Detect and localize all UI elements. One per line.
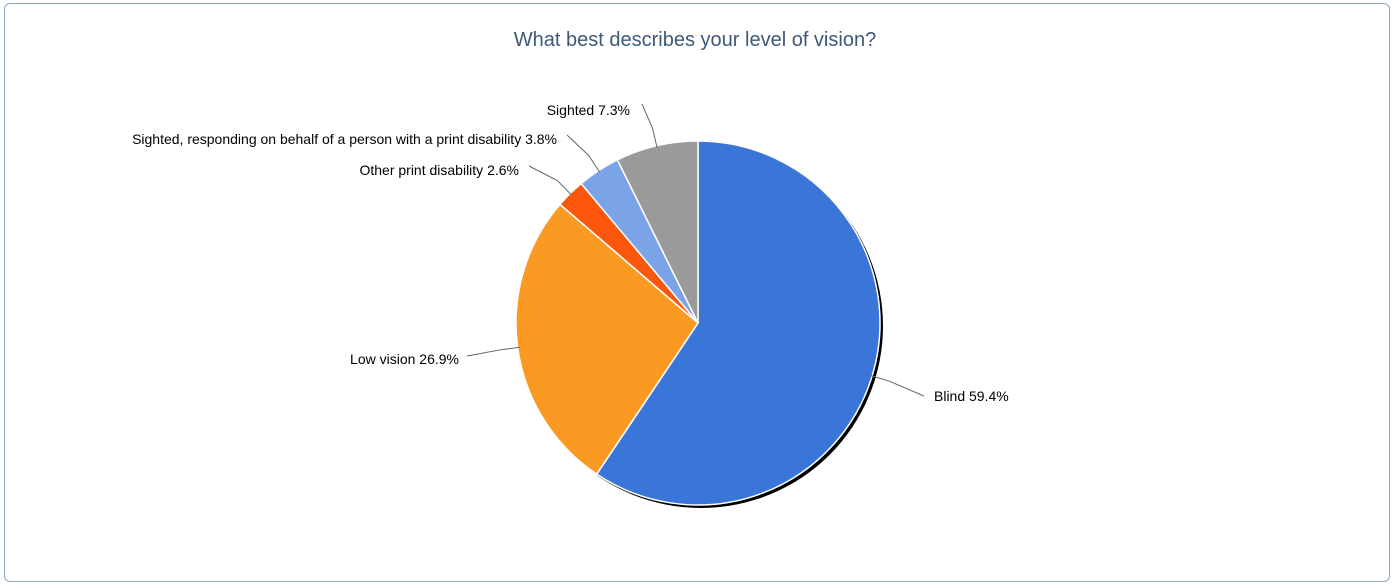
leader-line <box>528 165 572 196</box>
chart-title: What best describes your level of vision… <box>514 29 876 51</box>
slice-label: Sighted, responding on behalf of a perso… <box>132 131 557 147</box>
slice-labels: Blind 59.4% Low vision 26.9% Other print d… <box>132 102 1009 404</box>
slice-label: Other print disability 2.6% <box>359 162 519 178</box>
chart-frame: What best describes your level of vision… <box>4 3 1390 582</box>
slice-label: Blind 59.4% <box>934 388 1009 404</box>
leader-line <box>870 374 925 397</box>
leader-line <box>566 134 601 173</box>
leader-line <box>466 346 520 357</box>
slice-label: Low vision 26.9% <box>350 351 459 367</box>
leader-line <box>641 103 658 148</box>
slice-label: Sighted 7.3% <box>547 102 630 118</box>
pie-slices <box>515 140 883 508</box>
pie-chart: What best describes your level of vision… <box>132 29 1009 508</box>
